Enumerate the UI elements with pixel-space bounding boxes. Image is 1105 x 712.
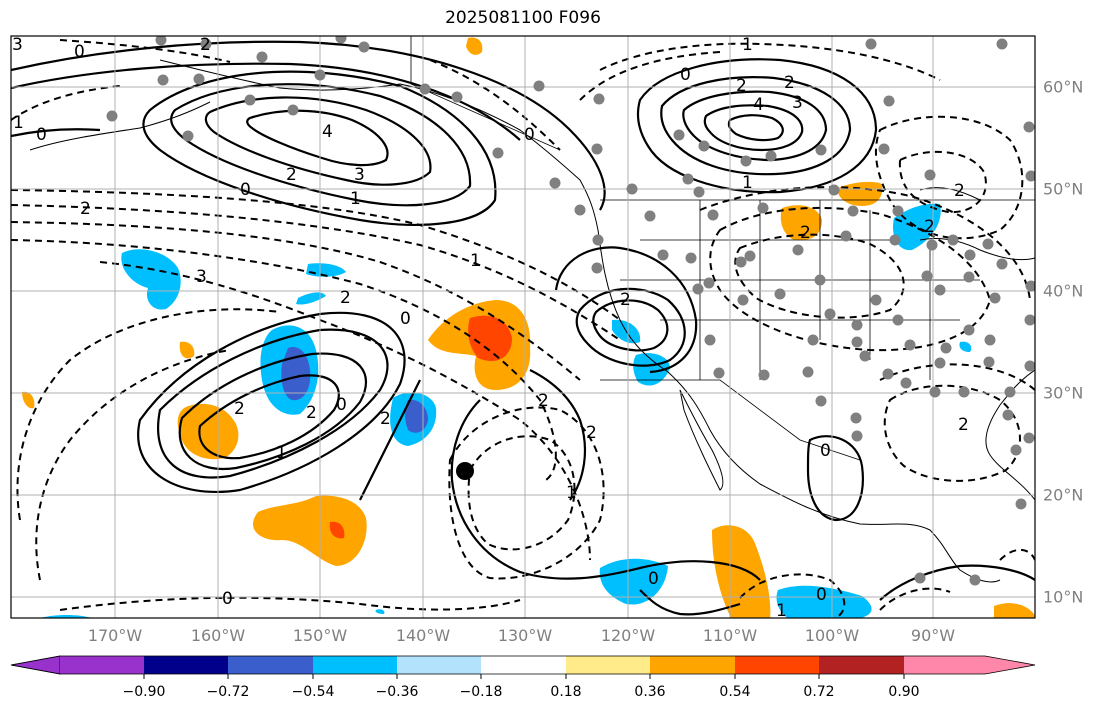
colorbar-tick-label: −0.36: [375, 684, 419, 700]
lon-label: 100°W: [804, 626, 860, 645]
contour-label: 4: [753, 95, 764, 115]
colorbar-tick-label: 0.18: [550, 684, 582, 700]
lon-label: 160°W: [190, 626, 246, 645]
contour-label: 2: [620, 290, 631, 310]
contour-label: 3: [196, 267, 207, 287]
map-frame: [10, 35, 1036, 619]
contour-label: 2: [340, 288, 351, 308]
lat-label: 10°N: [1043, 587, 1084, 607]
colorbar: [10, 655, 1036, 679]
colorbar-swatch: [397, 656, 481, 674]
contour-label: 4: [322, 122, 333, 142]
lat-label: 60°N: [1043, 77, 1084, 97]
positive-contours: [11, 40, 1035, 616]
colorbar-extend-high: [904, 656, 1035, 674]
colorbar-outline: [10, 655, 1036, 675]
lon-label: 170°W: [87, 626, 143, 645]
contour-label: 0: [524, 125, 535, 145]
contour-label: 0: [648, 569, 659, 589]
contour-label: 2: [306, 403, 317, 423]
contour-label: 2: [800, 223, 811, 243]
map-title: 2025081100 F096: [445, 8, 601, 28]
contour-label: 1: [742, 173, 753, 193]
contour-label: 0: [74, 42, 85, 62]
lon-label: 120°W: [600, 626, 656, 645]
contour-label: 2: [286, 165, 297, 185]
contour-label: 1: [470, 251, 481, 271]
storm-center-marker: [456, 462, 474, 480]
contour-label: 1: [566, 483, 577, 503]
colorbar-tick-label: 0.72: [803, 684, 835, 700]
contour-label: 0: [816, 585, 827, 605]
lon-label: 110°W: [702, 626, 758, 645]
lon-label: 130°W: [497, 626, 553, 645]
contour-labels: 3 2 0 4 3 2 1 2 0 1 0 4 3 2 2 0 2 2 3 2 …: [12, 35, 969, 621]
contour-label: 2: [784, 73, 795, 93]
contour-label: 0: [36, 125, 47, 145]
lon-label: 150°W: [292, 626, 348, 645]
contour-label: 0: [400, 309, 411, 329]
colorbar-swatch: [481, 656, 566, 674]
colorbar-swatch: [60, 656, 144, 674]
contour-label: 2: [586, 423, 597, 443]
contour-label: 0: [222, 589, 233, 609]
contour-label: 1: [350, 189, 361, 209]
colorbar-tick-label: 0.36: [634, 684, 666, 700]
lat-label: 50°N: [1043, 179, 1084, 199]
colorbar-tick-label: −0.18: [459, 684, 503, 700]
colorbar-swatch: [819, 656, 904, 674]
contour-label: 2: [234, 399, 245, 419]
contour-label: 2: [954, 181, 965, 201]
contour-label: 2: [958, 415, 969, 435]
colorbar-tick-label: −0.90: [122, 684, 166, 700]
contour-label: 1: [276, 443, 287, 463]
contour-label: 2: [200, 35, 211, 55]
state-borders: [410, 36, 1035, 461]
contour-label: 0: [336, 395, 347, 415]
colorbar-tick-label: −0.72: [206, 684, 250, 700]
colorbar-swatch: [566, 656, 650, 674]
contour-label: 2: [736, 76, 747, 96]
contour-label: 2: [80, 199, 91, 219]
contour-label: 0: [820, 441, 831, 461]
contour-label: 1: [776, 601, 787, 621]
contour-label: 0: [680, 65, 691, 85]
colorbar-swatch: [144, 656, 228, 674]
lat-label: 40°N: [1043, 281, 1084, 301]
lat-lon-grid: [11, 36, 1035, 618]
colorbar-swatch: [650, 656, 735, 674]
colorbar-tick-label: −0.54: [291, 684, 335, 700]
station-markers: [106, 36, 1035, 586]
contour-label: 0: [240, 180, 251, 200]
contour-label: 3: [354, 165, 365, 185]
contour-label: 3: [12, 35, 23, 55]
lon-label: 90°W: [910, 626, 956, 645]
contour-label: 3: [792, 93, 803, 113]
colorbar-swatch: [735, 656, 819, 674]
colorbar-swatch: [313, 656, 397, 674]
contour-label: 2: [538, 391, 549, 411]
lon-label: 140°W: [395, 626, 451, 645]
lat-label: 20°N: [1043, 485, 1084, 505]
lat-label: 30°N: [1043, 383, 1084, 403]
colorbar-extend-low: [10, 655, 61, 675]
contour-label: 2: [380, 409, 391, 429]
colorbar-tick-label: 0.54: [719, 684, 751, 700]
colorbar-swatch: [228, 656, 313, 674]
contour-label: 1: [742, 35, 753, 55]
contour-label: 1: [13, 113, 24, 133]
contour-label: 2: [924, 217, 935, 237]
colorbar-tick-label: 0.90: [888, 684, 920, 700]
